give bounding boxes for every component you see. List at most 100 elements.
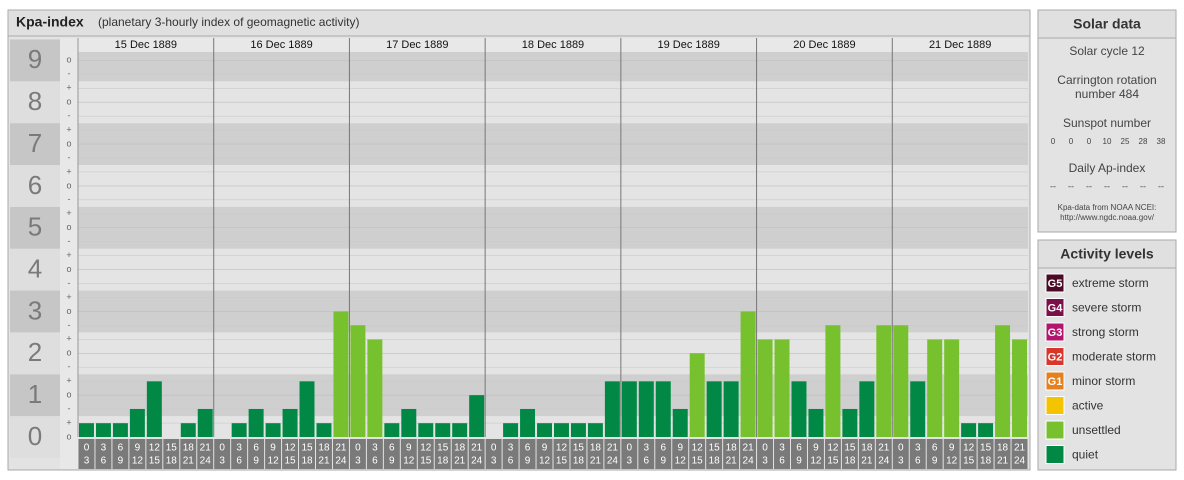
hour-label: 3 (84, 456, 90, 467)
bar (452, 423, 468, 437)
hour-label: 9 (525, 456, 531, 467)
hour-box (689, 439, 706, 469)
bar (1012, 339, 1027, 437)
hour-label: 12 (963, 443, 975, 454)
hour-label: 15 (709, 443, 721, 454)
hour-label: 12 (675, 456, 687, 467)
hour-label: 3 (491, 456, 497, 467)
minor-tick-label: o (66, 138, 71, 148)
hour-label: 6 (796, 443, 802, 454)
level-swatch (1045, 322, 1065, 342)
bar (808, 408, 824, 437)
ap-value: -- (1086, 181, 1092, 191)
hour-label: 12 (946, 456, 958, 467)
bar (893, 325, 909, 437)
hour-label: 15 (166, 443, 178, 454)
bar (825, 325, 841, 437)
hour-label: 18 (183, 443, 195, 454)
solar-cycle: Solar cycle 12 (1069, 44, 1145, 58)
hour-label: 3 (219, 456, 225, 467)
level-code: G3 (1048, 327, 1063, 339)
y-tick-label: 6 (28, 170, 42, 200)
hour-label: 9 (253, 456, 259, 467)
hour-label: 6 (372, 456, 378, 467)
hour-box (197, 439, 214, 469)
plot-band (78, 416, 1028, 437)
hour-label: 12 (132, 456, 144, 467)
hour-box (858, 439, 875, 469)
hour-label: 9 (118, 456, 124, 467)
hour-label: 24 (607, 456, 619, 467)
hour-label: 0 (84, 443, 90, 454)
hour-box (723, 439, 740, 469)
sunspot-value: 28 (1139, 137, 1148, 146)
bar (706, 381, 722, 437)
number-band (10, 123, 60, 165)
number-band (10, 206, 60, 249)
source: http://www.ngdc.noaa.gov/ (1060, 213, 1155, 222)
hour-label: 21 (726, 456, 738, 467)
bar (333, 311, 349, 437)
hour-label: 9 (135, 443, 141, 454)
level-label: unsettled (1072, 423, 1121, 437)
hour-box (757, 439, 774, 469)
bar (655, 381, 671, 437)
hour-label: 21 (454, 456, 466, 467)
hour-label: 21 (590, 456, 602, 467)
hour-label: 21 (743, 443, 755, 454)
bar (401, 408, 417, 437)
hour-box (485, 439, 502, 469)
bar (282, 408, 298, 437)
minor-tick-label: - (68, 236, 71, 246)
hour-label: 6 (525, 443, 531, 454)
level-label: active (1072, 399, 1104, 413)
bar (910, 381, 926, 437)
hour-label: 12 (556, 443, 568, 454)
bar (112, 423, 128, 437)
hour-label: 15 (284, 456, 296, 467)
hour-label: 12 (827, 443, 839, 454)
bar (231, 423, 247, 437)
bar (95, 423, 111, 437)
hour-label: 12 (403, 456, 415, 467)
hour-label: 0 (627, 443, 633, 454)
level-code: G2 (1048, 351, 1063, 363)
day-label: 16 Dec 1889 (250, 39, 312, 51)
hour-box (807, 439, 824, 469)
minor-tick-label: - (68, 362, 71, 372)
minor-tick-label: - (68, 403, 71, 413)
minor-tick-label: o (66, 348, 71, 358)
hour-box (180, 439, 197, 469)
hour-label: 6 (932, 443, 938, 454)
bar (927, 339, 943, 437)
day-label: 15 Dec 1889 (115, 39, 177, 51)
hour-label: 21 (1014, 443, 1026, 454)
bar (248, 408, 264, 437)
hour-label: 3 (898, 456, 904, 467)
minor-tick-label: + (66, 292, 71, 302)
plot-band (78, 52, 1028, 82)
hour-label: 3 (101, 443, 107, 454)
sunspot-value: 0 (1087, 137, 1092, 146)
hour-box (570, 439, 587, 469)
y-tick-label: 5 (28, 212, 42, 242)
bar (604, 381, 620, 437)
hour-box (332, 439, 349, 469)
day-label: 19 Dec 1889 (658, 39, 720, 51)
hour-box (875, 439, 892, 469)
hour-label: 15 (963, 456, 975, 467)
hour-label: 15 (844, 443, 856, 454)
hour-label: 15 (692, 456, 704, 467)
hour-label: 9 (270, 443, 276, 454)
source: Kpa-data from NOAA NCEI: (1058, 203, 1157, 212)
minor-tick-label: o (66, 431, 71, 441)
level-code: G4 (1048, 302, 1064, 314)
bar (367, 339, 383, 437)
hour-label: 9 (660, 456, 666, 467)
hour-box (95, 439, 112, 469)
number-band (10, 416, 60, 458)
ap-value: -- (1140, 181, 1146, 191)
y-tick-label: 9 (28, 44, 42, 74)
carrington: number 484 (1075, 87, 1139, 101)
hour-label: 9 (389, 456, 395, 467)
